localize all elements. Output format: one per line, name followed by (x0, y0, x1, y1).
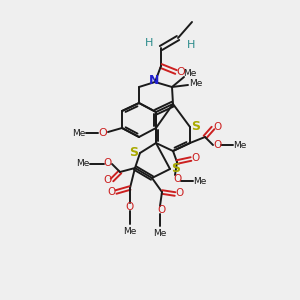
Text: H: H (187, 40, 195, 50)
Text: H: H (145, 38, 153, 48)
Text: Me: Me (233, 140, 247, 149)
Text: O: O (103, 175, 111, 185)
Text: Me: Me (72, 128, 86, 137)
Text: Me: Me (189, 80, 203, 88)
Text: S: S (191, 119, 200, 133)
Text: O: O (99, 128, 107, 138)
Text: O: O (174, 174, 182, 184)
Text: S: S (130, 146, 139, 158)
Text: O: O (213, 140, 221, 150)
Text: N: N (149, 74, 159, 88)
Text: O: O (157, 205, 165, 215)
Text: Me: Me (153, 229, 167, 238)
Text: O: O (176, 188, 184, 198)
Text: O: O (107, 187, 115, 197)
Text: Me: Me (123, 226, 137, 236)
Text: O: O (214, 122, 222, 132)
Text: S: S (172, 161, 181, 175)
Text: O: O (192, 153, 200, 163)
Text: Me: Me (193, 176, 207, 185)
Text: Me: Me (183, 70, 197, 79)
Text: O: O (126, 202, 134, 212)
Text: O: O (104, 158, 112, 168)
Text: O: O (177, 67, 185, 77)
Text: Me: Me (76, 160, 90, 169)
